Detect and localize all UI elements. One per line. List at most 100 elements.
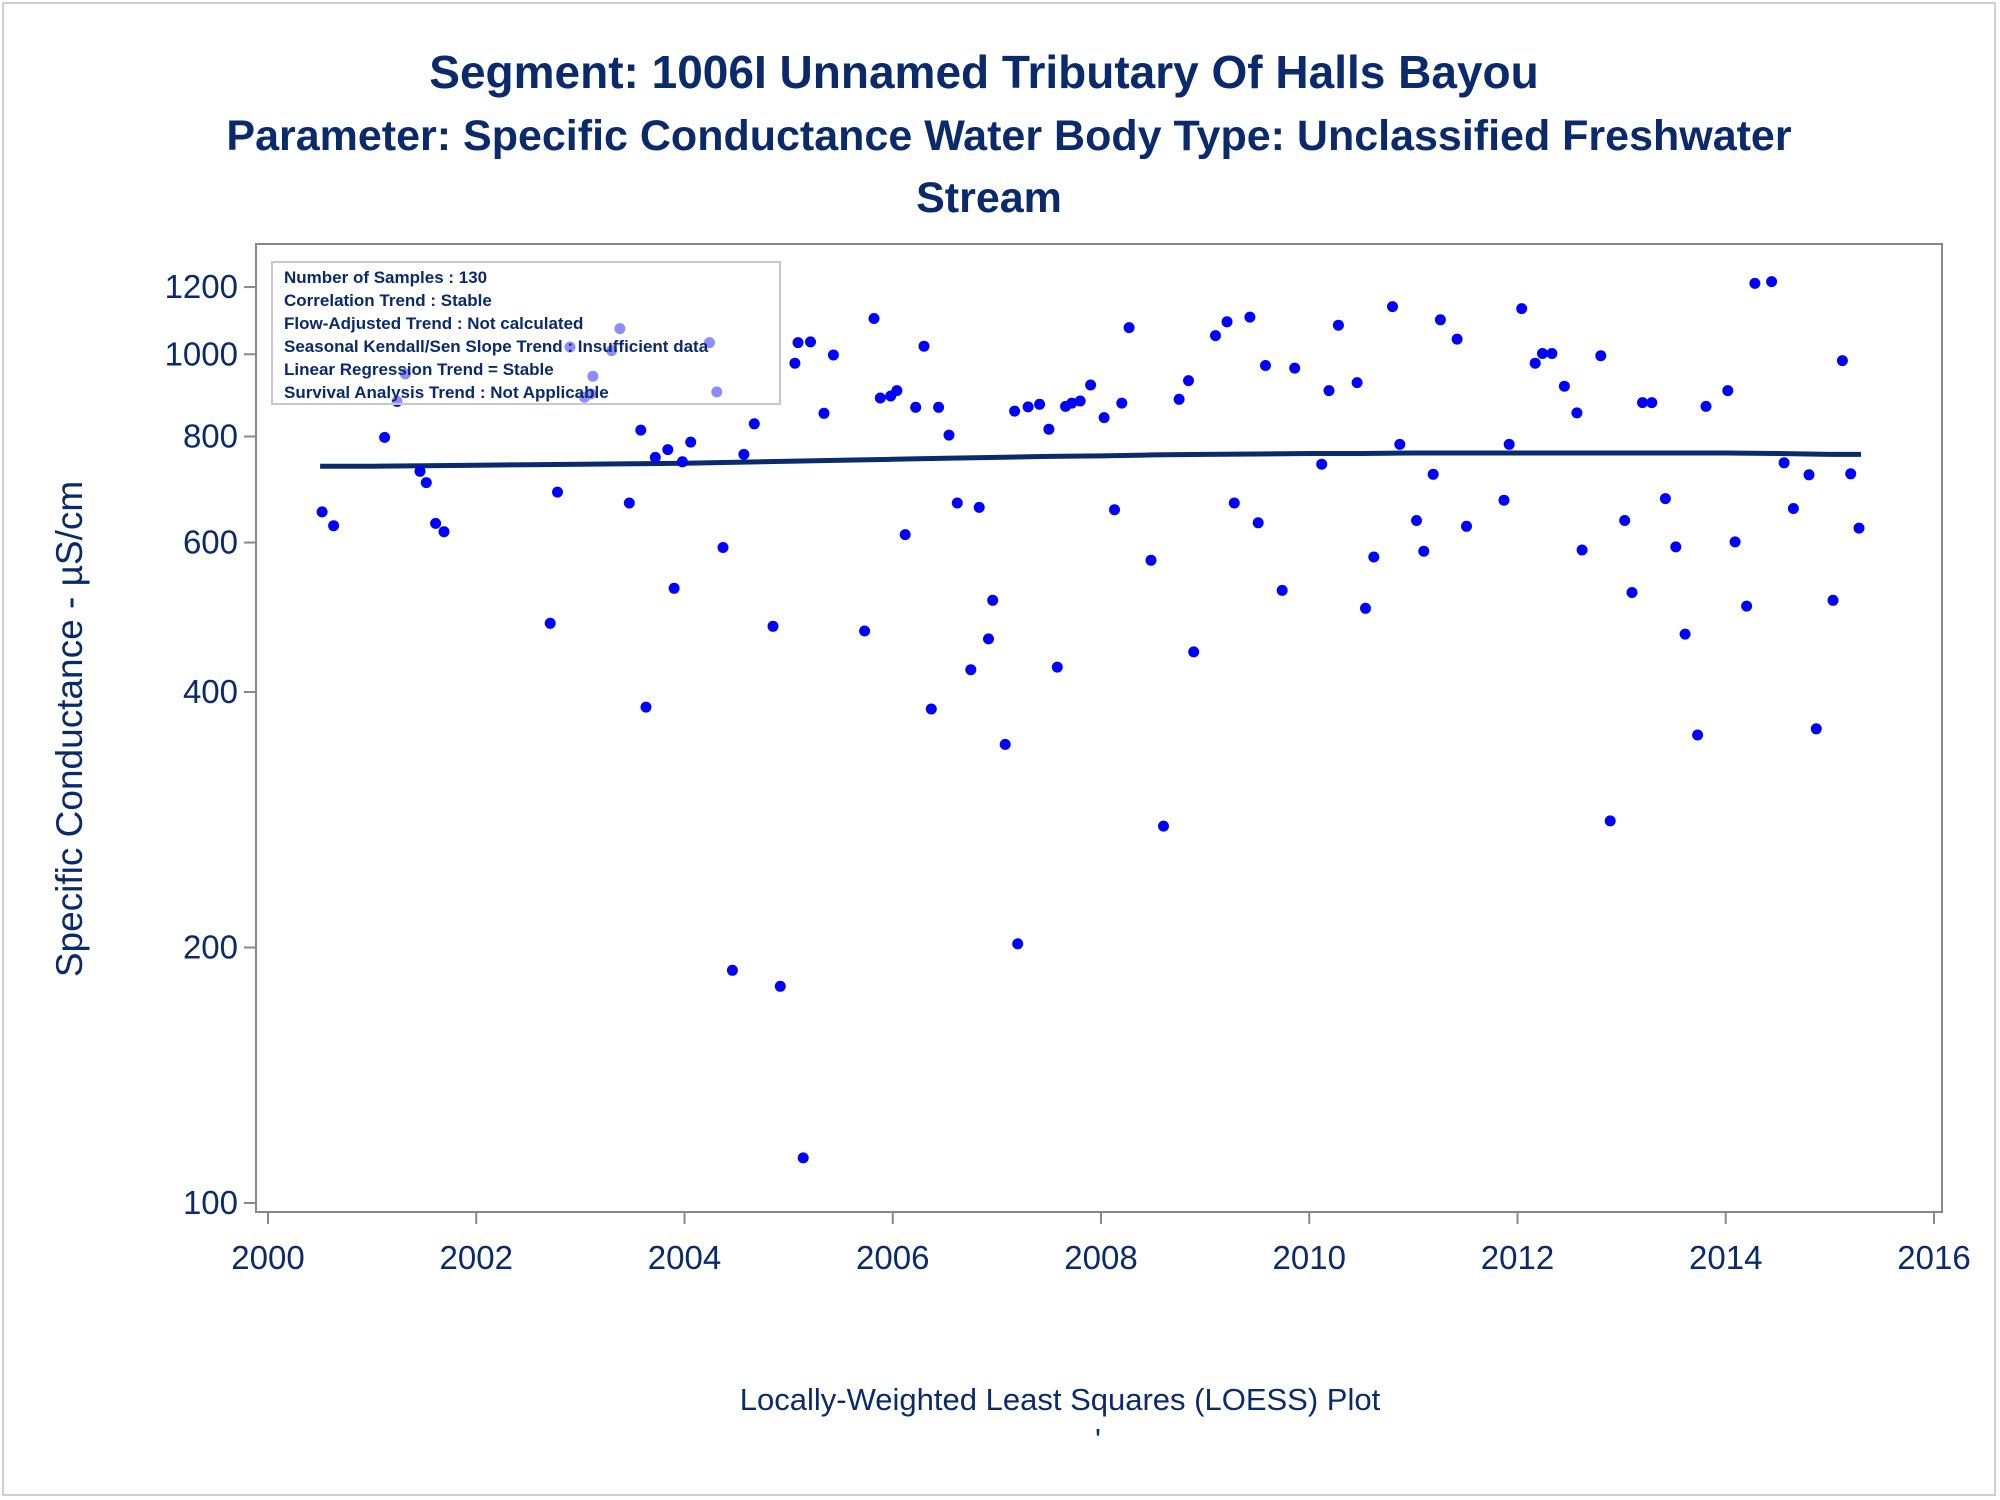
data-point (1183, 375, 1194, 387)
data-point (414, 465, 426, 477)
data-point (623, 497, 635, 509)
data-point (951, 497, 963, 509)
data-point (649, 451, 661, 463)
chart-title: Segment: 1006I Unnamed Tributary Of Hall… (429, 46, 1538, 98)
data-point (1810, 723, 1822, 735)
data-point (1659, 493, 1671, 505)
data-point (1546, 348, 1558, 359)
x-tick-label: 2012 (1481, 1239, 1554, 1276)
data-point (316, 506, 328, 518)
data-point (748, 418, 760, 430)
data-point (925, 703, 937, 715)
data-point (328, 520, 340, 532)
data-point (1368, 551, 1380, 563)
data-point (640, 701, 652, 713)
data-point (1558, 380, 1570, 392)
footnote-text: Locally-Weighted Least Squares (LOESS) P… (740, 1382, 1381, 1417)
x-tick-label: 2014 (1689, 1239, 1762, 1276)
data-point (1729, 536, 1741, 548)
data-point (1498, 494, 1510, 506)
data-point (1009, 405, 1021, 417)
data-point (430, 517, 442, 529)
footnote-mark: ' (1095, 1422, 1101, 1457)
x-tick-label: 2016 (1897, 1239, 1970, 1276)
data-point (774, 980, 786, 992)
data-point (635, 424, 647, 436)
data-point (1351, 377, 1363, 389)
data-point (827, 349, 839, 361)
data-point (379, 431, 391, 443)
data-point (1637, 397, 1648, 409)
data-point (859, 625, 871, 637)
chart-subtitle-line-1: Parameter: Specific Conductance Water Bo… (226, 112, 1791, 160)
x-tick-label: 2010 (1273, 1239, 1346, 1276)
data-point (1116, 397, 1128, 409)
data-point (1787, 503, 1799, 514)
data-point (1700, 400, 1712, 412)
data-point (1576, 544, 1588, 556)
data-point (717, 542, 729, 553)
data-point (1845, 468, 1857, 480)
data-point (868, 313, 880, 324)
data-point (973, 501, 985, 513)
data-point (738, 448, 750, 460)
data-point (1360, 602, 1371, 614)
data-point (767, 620, 779, 632)
data-point (1210, 330, 1221, 342)
y-tick-label: 800 (183, 418, 238, 455)
data-point (1332, 319, 1344, 331)
data-point (818, 407, 830, 419)
data-point (726, 964, 738, 976)
data-point (1679, 628, 1691, 640)
data-point (1316, 458, 1328, 470)
data-point (685, 436, 697, 448)
data-point (1066, 397, 1078, 409)
chart-subtitle-line-2: Stream (916, 174, 1062, 222)
data-point (1434, 314, 1446, 326)
data-point (1853, 522, 1865, 534)
data-point (1451, 333, 1463, 345)
data-point (792, 337, 804, 349)
x-tick-label: 2004 (648, 1239, 721, 1276)
data-point (899, 529, 911, 541)
data-point (1022, 401, 1034, 413)
data-point (1692, 729, 1704, 741)
stats-box-line: Seasonal Kendall/Sen Slope Trend : Insuf… (284, 337, 709, 356)
data-point (1051, 661, 1063, 673)
data-point (1276, 584, 1288, 596)
data-point (933, 401, 945, 413)
data-point (1145, 554, 1157, 566)
data-point (1394, 438, 1406, 450)
data-point (1323, 385, 1335, 397)
data-point (1158, 820, 1169, 832)
y-tick-label: 200 (183, 929, 238, 966)
data-point (918, 340, 930, 352)
data-point (1670, 541, 1682, 553)
data-point (891, 385, 903, 397)
data-point (1503, 438, 1515, 450)
data-point (1529, 357, 1541, 369)
stats-box-line: Correlation Trend : Stable (284, 291, 492, 310)
data-point (1418, 545, 1430, 557)
stats-box-line: Number of Samples : 130 (284, 268, 487, 287)
data-point (1626, 587, 1638, 598)
data-point (1516, 303, 1528, 315)
data-point (1766, 276, 1778, 288)
data-point (552, 486, 563, 498)
data-point (999, 738, 1011, 750)
x-tick-label: 2002 (440, 1239, 513, 1276)
data-point (1722, 385, 1734, 397)
x-tick-label: 2000 (231, 1239, 304, 1276)
plot-border (255, 243, 1943, 1213)
loess-trend-line (320, 450, 1862, 469)
data-point (1043, 423, 1055, 435)
data-point (1741, 600, 1753, 612)
y-tick-label: 1200 (165, 268, 238, 305)
data-point (789, 357, 801, 369)
data-point (987, 594, 999, 606)
data-point (1604, 815, 1616, 827)
data-point (1188, 646, 1200, 658)
x-tick-label: 2008 (1064, 1239, 1137, 1276)
loess-chart: Segment: 1006I Unnamed Tributary Of Hall… (49, 46, 1971, 1457)
